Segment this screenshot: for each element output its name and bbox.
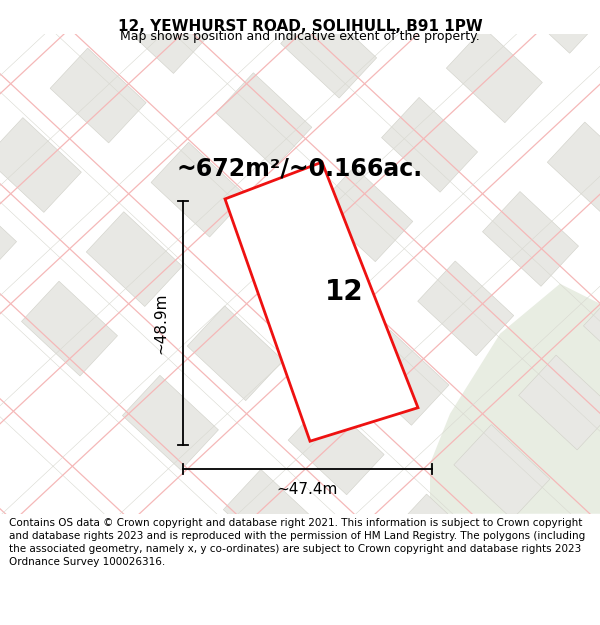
Polygon shape	[288, 400, 384, 495]
Polygon shape	[223, 469, 319, 564]
Polygon shape	[317, 167, 413, 262]
Polygon shape	[86, 212, 182, 306]
Polygon shape	[389, 494, 485, 589]
Polygon shape	[454, 424, 550, 519]
Text: ~47.4m: ~47.4m	[277, 482, 338, 497]
Text: Contains OS data © Crown copyright and database right 2021. This information is : Contains OS data © Crown copyright and d…	[9, 518, 585, 567]
Polygon shape	[216, 72, 312, 168]
Polygon shape	[0, 118, 82, 212]
Polygon shape	[122, 376, 218, 470]
Polygon shape	[346, 0, 442, 29]
Polygon shape	[583, 286, 600, 381]
Text: Map shows position and indicative extent of the property.: Map shows position and indicative extent…	[120, 30, 480, 43]
Polygon shape	[225, 162, 418, 441]
Polygon shape	[446, 28, 542, 123]
Text: 12, YEWHURST ROAD, SOLIHULL, B91 1PW: 12, YEWHURST ROAD, SOLIHULL, B91 1PW	[118, 19, 482, 34]
Polygon shape	[50, 48, 146, 143]
Polygon shape	[151, 142, 247, 237]
Polygon shape	[430, 284, 600, 514]
Polygon shape	[324, 564, 420, 625]
Text: ~48.9m: ~48.9m	[154, 292, 169, 354]
Polygon shape	[382, 98, 478, 192]
Polygon shape	[518, 355, 600, 450]
Polygon shape	[547, 122, 600, 217]
Polygon shape	[555, 519, 600, 614]
Polygon shape	[281, 3, 377, 98]
Text: Yewhurst Road: Yewhurst Road	[232, 203, 298, 266]
Polygon shape	[115, 0, 211, 73]
Polygon shape	[0, 187, 17, 282]
Text: ~672m²/~0.166ac.: ~672m²/~0.166ac.	[177, 157, 423, 181]
Polygon shape	[418, 261, 514, 356]
Polygon shape	[22, 281, 118, 376]
Polygon shape	[252, 236, 348, 331]
Polygon shape	[180, 0, 276, 4]
Polygon shape	[187, 306, 283, 401]
Text: 12: 12	[325, 279, 363, 306]
Polygon shape	[511, 0, 600, 53]
Polygon shape	[353, 331, 449, 425]
Polygon shape	[482, 191, 578, 286]
Polygon shape	[490, 588, 586, 625]
